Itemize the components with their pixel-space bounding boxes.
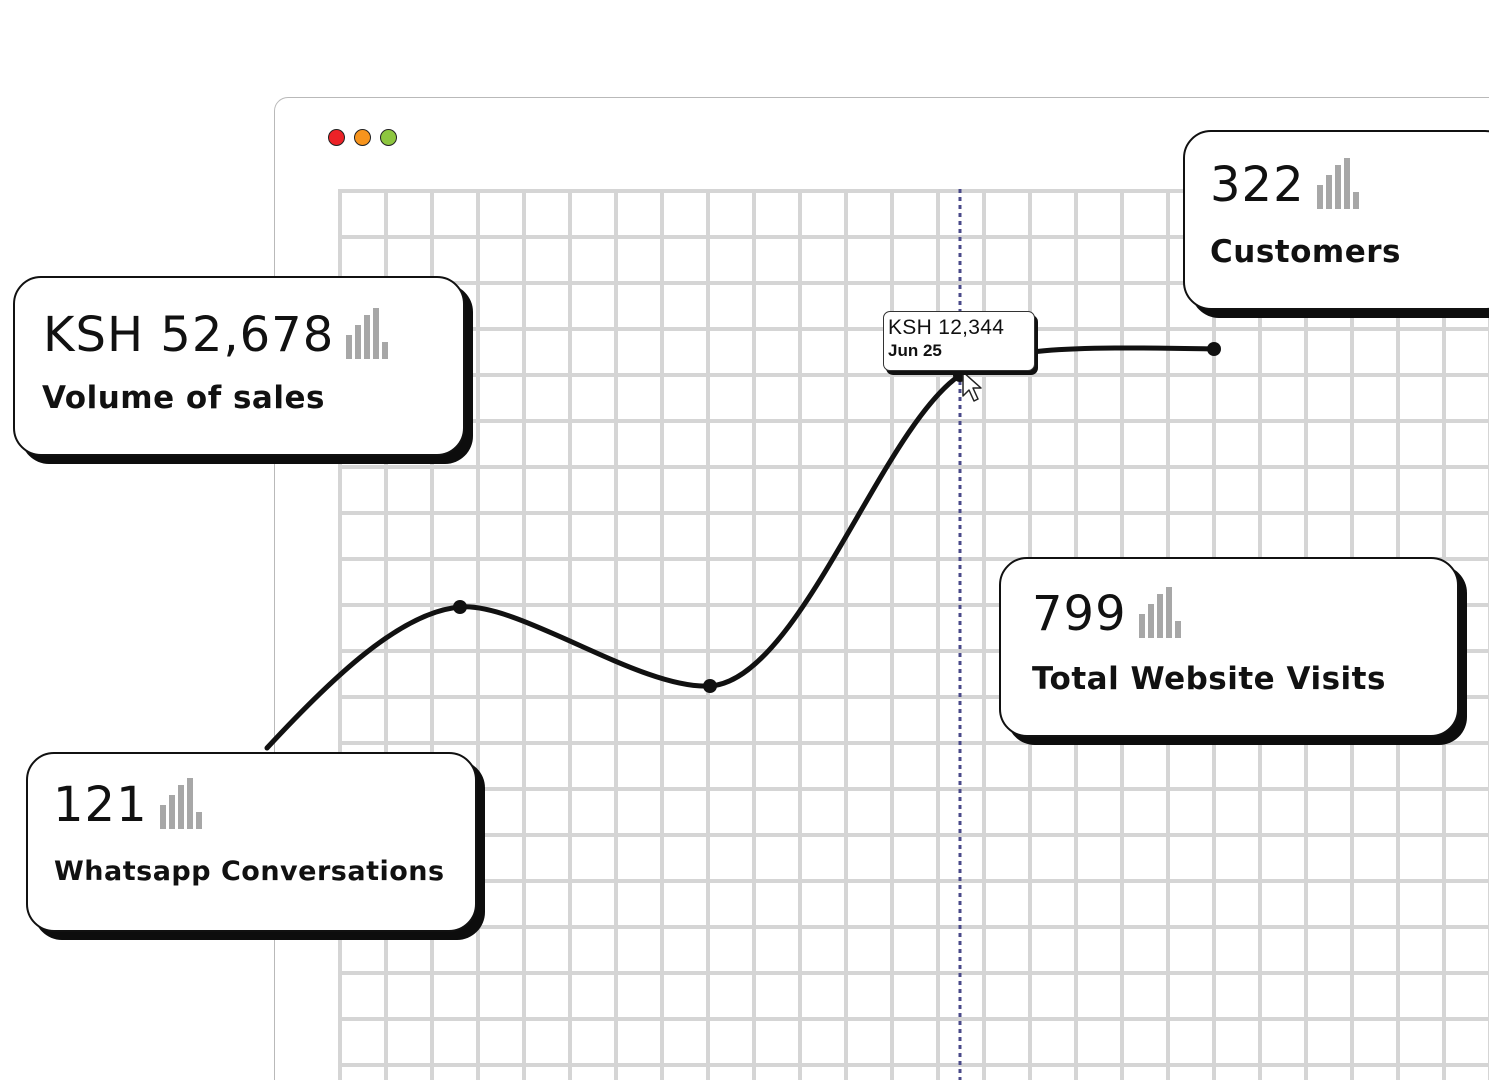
whatsapp-conversations-card[interactable]: 121 Whatsapp Conversations xyxy=(26,752,477,932)
window-controls xyxy=(328,129,397,146)
customers-card[interactable]: 322 Customers xyxy=(1183,130,1489,310)
data-point[interactable] xyxy=(453,600,467,614)
bar-chart-icon xyxy=(1138,587,1181,638)
customers-label: Customers xyxy=(1210,234,1401,270)
close-dot[interactable] xyxy=(328,129,345,146)
website-visits-value: 799 xyxy=(1032,586,1127,642)
data-point[interactable] xyxy=(703,679,717,693)
data-point[interactable] xyxy=(1207,342,1221,356)
mouse-pointer-icon xyxy=(962,371,982,402)
chart-tooltip: KSH 12,344 Jun 25 xyxy=(883,311,1035,371)
minimize-dot[interactable] xyxy=(354,129,371,146)
sales-volume-label: Volume of sales xyxy=(42,380,325,416)
whatsapp-conversations-label: Whatsapp Conversations xyxy=(54,856,445,887)
bar-chart-icon xyxy=(1316,158,1359,209)
website-visits-label: Total Website Visits xyxy=(1032,661,1386,697)
sales-volume-value: KSH 52,678 xyxy=(43,307,335,363)
whatsapp-conversations-value: 121 xyxy=(53,777,148,833)
tooltip-value: KSH 12,344 xyxy=(888,316,1005,339)
bar-chart-icon xyxy=(346,308,389,359)
customers-value: 322 xyxy=(1210,157,1305,213)
tooltip-date: Jun 25 xyxy=(888,341,942,360)
website-visits-card[interactable]: 799 Total Website Visits xyxy=(999,557,1459,737)
sales-volume-card[interactable]: KSH 52,678 Volume of sales xyxy=(13,276,465,456)
maximize-dot[interactable] xyxy=(380,129,397,146)
bar-chart-icon xyxy=(159,778,202,829)
